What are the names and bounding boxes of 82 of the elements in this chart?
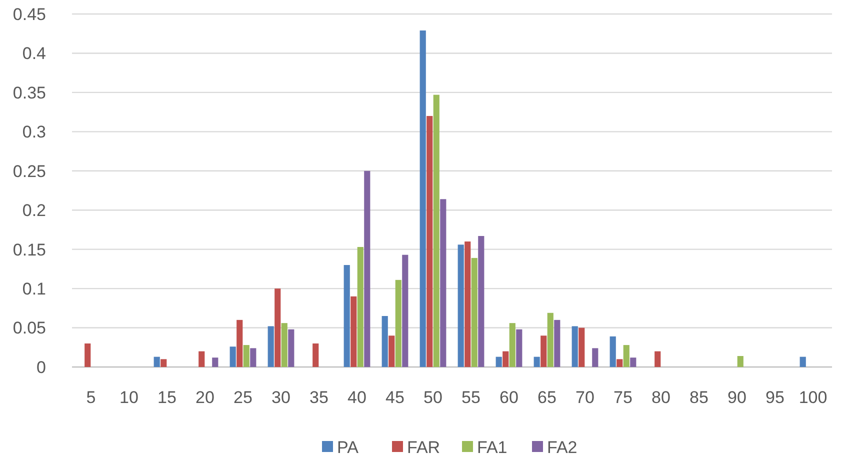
bar bbox=[554, 320, 560, 367]
bar bbox=[236, 320, 243, 367]
bar bbox=[160, 359, 167, 367]
x-tick-label: 95 bbox=[766, 388, 784, 407]
x-tick-label: 80 bbox=[652, 388, 670, 407]
bar bbox=[800, 356, 806, 367]
bar bbox=[198, 351, 205, 367]
bar bbox=[458, 244, 464, 367]
bar bbox=[534, 356, 540, 367]
bar bbox=[471, 258, 478, 367]
y-tick-label: 0.45 bbox=[12, 4, 46, 24]
x-tick-label: 25 bbox=[234, 388, 252, 407]
bar bbox=[364, 170, 370, 367]
bar bbox=[288, 329, 294, 367]
legend-label: PA bbox=[337, 438, 360, 457]
y-tick-label: 0.4 bbox=[22, 44, 46, 64]
y-tick-label: 0 bbox=[36, 358, 46, 377]
bar bbox=[502, 351, 509, 367]
y-tick-label: 0.2 bbox=[22, 201, 46, 220]
bar bbox=[84, 343, 91, 367]
x-tick-label: 20 bbox=[196, 388, 214, 407]
bar bbox=[420, 30, 426, 367]
x-tick-label: 50 bbox=[424, 388, 442, 407]
x-tick-label: 30 bbox=[272, 388, 290, 407]
legend-label: FAR bbox=[407, 438, 440, 457]
x-tick-label: 5 bbox=[86, 388, 96, 407]
bar bbox=[654, 351, 661, 367]
x-tick-label: 70 bbox=[576, 388, 594, 407]
y-tick-label: 0.35 bbox=[12, 83, 46, 102]
bar bbox=[382, 316, 388, 367]
y-tick-label: 0.3 bbox=[22, 122, 46, 142]
legend-label: FA2 bbox=[547, 438, 578, 457]
bar bbox=[344, 265, 350, 367]
bar bbox=[154, 356, 160, 367]
y-tick-label: 0.1 bbox=[22, 280, 46, 299]
bar bbox=[350, 296, 357, 367]
x-tick-label: 55 bbox=[462, 388, 480, 407]
bar bbox=[426, 116, 433, 367]
y-tick-label: 0.25 bbox=[12, 162, 46, 181]
x-tick-label: 35 bbox=[310, 388, 328, 407]
x-tick-label: 100 bbox=[798, 388, 828, 407]
x-tick-label: 65 bbox=[538, 388, 556, 407]
x-tick-label: 85 bbox=[690, 388, 708, 407]
bar bbox=[464, 241, 471, 367]
bar bbox=[230, 346, 236, 367]
x-tick-label: 15 bbox=[158, 388, 176, 407]
bar bbox=[610, 336, 616, 367]
bar bbox=[478, 236, 484, 367]
bar bbox=[212, 358, 218, 367]
x-tick-label: 75 bbox=[614, 388, 632, 407]
bar bbox=[578, 328, 585, 367]
bar bbox=[402, 254, 408, 367]
bar bbox=[737, 356, 744, 367]
bar bbox=[496, 356, 502, 367]
bar bbox=[540, 336, 547, 367]
x-tick-label: 60 bbox=[500, 388, 518, 407]
bar bbox=[250, 348, 256, 367]
bar bbox=[592, 348, 598, 367]
legend-label: FA1 bbox=[477, 438, 508, 457]
bar bbox=[440, 199, 446, 367]
y-tick-label: 0.15 bbox=[12, 240, 46, 260]
x-tick-label: 45 bbox=[386, 388, 404, 407]
x-tick-label: 10 bbox=[120, 388, 138, 407]
bar bbox=[630, 358, 636, 367]
x-tick-label: 90 bbox=[728, 388, 746, 407]
x-tick-label: 40 bbox=[348, 388, 366, 407]
bar bbox=[572, 326, 578, 367]
bar bbox=[274, 288, 281, 367]
bar bbox=[281, 323, 288, 367]
bar bbox=[433, 94, 440, 367]
bar bbox=[357, 246, 364, 367]
bar bbox=[243, 345, 250, 367]
bar bbox=[268, 326, 274, 367]
bar bbox=[312, 343, 319, 367]
bar bbox=[616, 359, 623, 367]
bar bbox=[547, 312, 554, 367]
bar bbox=[395, 280, 402, 367]
bar bbox=[516, 329, 522, 367]
bar bbox=[388, 336, 395, 367]
y-tick-label: 0.05 bbox=[12, 318, 46, 338]
bar bbox=[509, 323, 516, 367]
bar bbox=[623, 345, 630, 367]
